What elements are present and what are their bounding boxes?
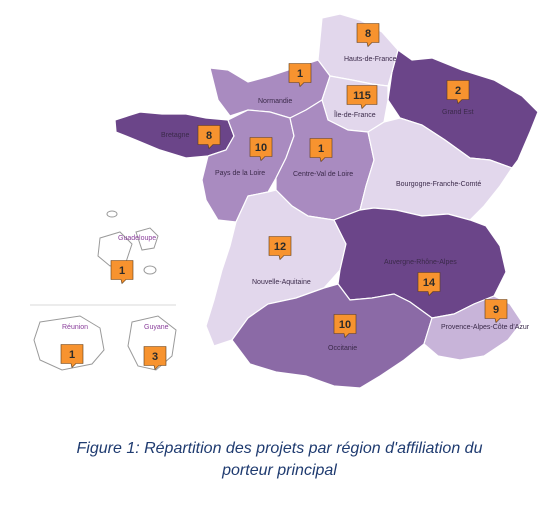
badge-guadeloupe-value: 1 [119,265,125,277]
label-normandie: Normandie [258,98,292,105]
badge-reunion-value: 1 [69,349,75,361]
badge-occitanie-value: 10 [339,319,351,331]
badge-pays-de-la-loire-value: 10 [255,142,267,154]
label-guadeloupe: Guadeloupe [118,235,156,242]
badge-bretagne: 8 [197,125,221,150]
figure-caption: Figure 1: Répartition des projets par ré… [0,438,559,482]
badge-grand-est-value: 2 [455,85,461,97]
badge-bretagne-value: 8 [206,130,212,142]
label-paca: Provence-Alpes-Côte d'Azur [441,324,530,331]
caption-line-2: porteur principal [222,462,337,479]
badge-hauts-de-france-value: 8 [365,28,371,40]
badge-ile-de-france: 115 [346,85,378,110]
badge-nouvelle-aquitaine: 12 [268,236,292,261]
badge-grand-est: 2 [446,80,470,105]
label-occitanie: Occitanie [328,345,357,352]
france-regions-map: Hauts-de-France Normandie Île-de-France … [30,14,546,392]
badge-ile-de-france-value: 115 [353,90,371,102]
label-ile-de-france: Île-de-France [333,110,376,119]
badge-guyane-value: 3 [152,351,158,363]
badge-hauts-de-france: 8 [356,23,380,48]
badge-auvergne-rhone-alpes-value: 14 [423,277,436,289]
reunion-outline [33,315,105,371]
label-nouvelle-aquitaine: Nouvelle-Aquitaine [252,279,311,286]
label-centre-val-de-loire: Centre-Val de Loire [293,171,353,178]
label-hauts-de-france: Hauts-de-France [344,56,397,63]
region-grand-est [387,49,539,169]
badge-occitanie: 10 [333,314,357,339]
badge-pays-de-la-loire: 10 [249,137,273,162]
badge-paca: 9 [484,299,508,324]
region-corse [534,352,546,392]
badge-centre-val-de-loire-value: 1 [318,143,324,155]
badge-auvergne-rhone-alpes: 14 [417,272,441,297]
caption-line-1: Figure 1: Répartition des projets par ré… [76,440,483,457]
label-auvergne-rhone-alpes: Auvergne-Rhône-Alpes [384,259,457,266]
label-grand-est: Grand Est [442,109,474,116]
label-pays-de-la-loire: Pays de la Loire [215,170,265,177]
badge-guyane: 3 [143,346,167,371]
badge-normandie-value: 1 [297,68,303,80]
label-reunion: Réunion [62,324,88,331]
badge-paca-value: 9 [493,304,499,316]
badge-reunion: 1 [60,344,84,369]
label-bourgogne-franche-comte: Bourgogne-Franche-Comté [396,181,481,188]
badge-normandie: 1 [288,63,312,88]
badge-centre-val-de-loire: 1 [309,138,333,163]
badge-nouvelle-aquitaine-value: 12 [274,241,286,253]
label-bretagne: Bretagne [161,132,190,139]
guadeloupe-outline [97,210,159,275]
badge-guadeloupe: 1 [110,260,134,285]
region-occitanie [231,283,433,389]
label-guyane: Guyane [144,324,169,331]
